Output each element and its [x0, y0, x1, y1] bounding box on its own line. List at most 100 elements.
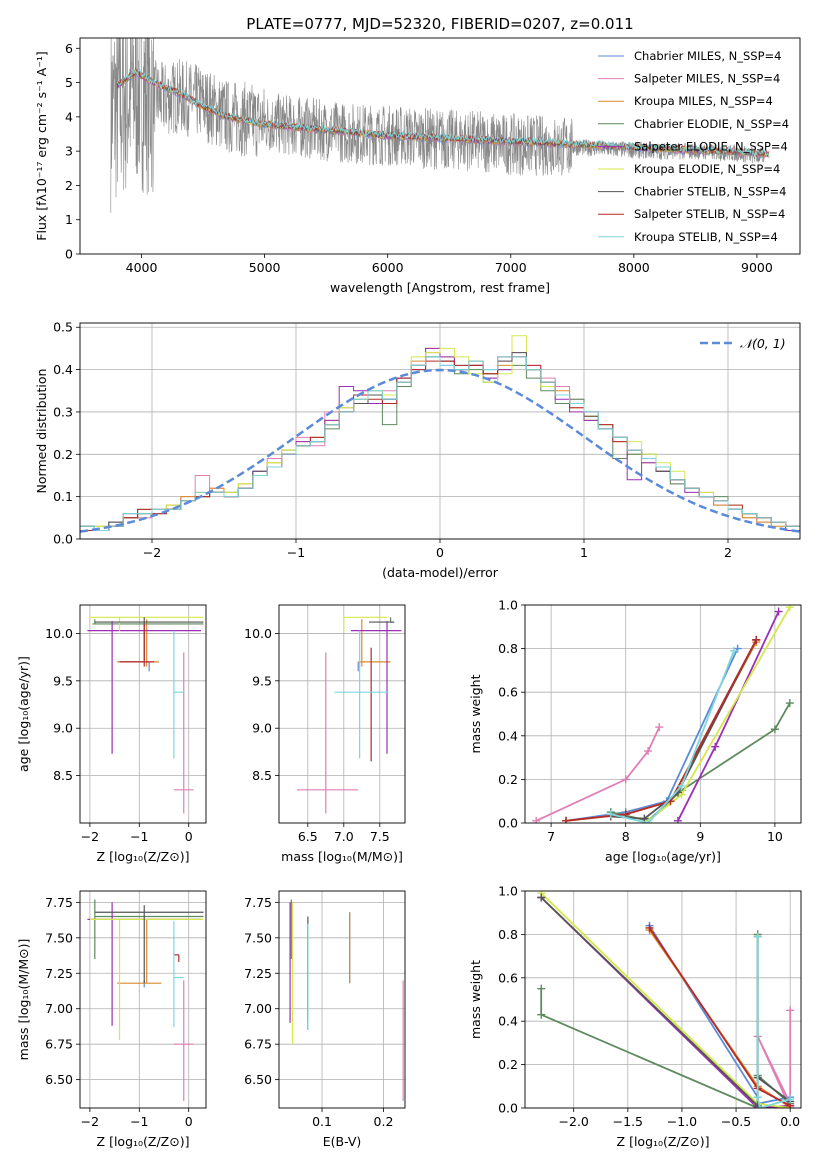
y-tick-label: 8.5 [252, 768, 272, 783]
mass-weight-line [565, 648, 739, 822]
data-point-marker [770, 725, 779, 734]
x-tick-label: 0.1 [312, 1114, 332, 1129]
data-point-marker [753, 932, 762, 941]
y-tick-label: 6.75 [45, 1037, 73, 1052]
x-tick-label: −0.5 [721, 1114, 751, 1129]
x-tick-label: 0 [185, 829, 193, 844]
y-tick-label: 7.50 [244, 930, 272, 945]
model-fit-line [116, 68, 770, 157]
x-axis-label: E(B-V) [323, 1134, 362, 1149]
y-tick-label: 6.50 [45, 1072, 73, 1087]
x-tick-label: 9 [696, 829, 704, 844]
x-tick-label: 0.2 [374, 1114, 394, 1129]
panel-mass_weight_vs_metallicity: −2.0 −1.5 −1.0 −0.5 0.0 0.0 0.2 0.4 0.6 0.8 1.0 Z [… [468, 884, 802, 1149]
data-point-marker [786, 1006, 795, 1015]
y-tick-label: 7.75 [244, 895, 272, 910]
y-axis-label: Flux [fλ10⁻¹⁷ erg cm⁻² s⁻¹ A⁻¹] [34, 51, 49, 240]
plot-area [110, 38, 770, 213]
legend-label: Chabrier MILES, N_SSP=4 [634, 49, 781, 63]
data-point-marker [729, 646, 738, 655]
y-tick-label: 0.5 [53, 320, 73, 335]
data-point-marker [621, 775, 630, 784]
legend-label: 𝒩(0, 1) [740, 336, 786, 351]
x-tick-label: −2 [81, 829, 99, 844]
x-tick-label: 8 [622, 829, 630, 844]
y-tick-label: 7.25 [45, 966, 73, 981]
y-tick-label: 0.8 [498, 641, 518, 656]
y-tick-label: 3 [65, 144, 73, 159]
data-point-marker [562, 816, 571, 823]
data-point-marker [644, 747, 653, 756]
panel-mass_weight_vs_age: 7 8 9 10 0.0 0.2 0.4 0.6 0.8 1.0 age [log₁₀(age/yr… [468, 598, 802, 864]
x-axis-label: wavelength [Angstrom, rest frame] [330, 280, 550, 295]
data-point-marker [655, 723, 664, 732]
data-point-marker [785, 699, 794, 708]
axes-frame [524, 604, 802, 824]
data-point-marker [677, 781, 686, 790]
data-point-marker [537, 893, 546, 902]
plot-area [87, 616, 204, 814]
y-tick-label: 6.75 [244, 1037, 272, 1052]
x-axis-label: mass [log₁₀(M/M⊙)] [281, 849, 403, 864]
x-tick-label: −1.0 [667, 1114, 697, 1129]
y-tick-label: 7.50 [45, 930, 73, 945]
y-axis-label: mass weight [468, 674, 483, 753]
y-tick-label: 1 [65, 212, 73, 227]
panel-residuals: −2 −1 0 1 2 0.0 0.1 0.2 0.3 0.4 0.5 𝒩(0, 1) (data-mo… [34, 320, 801, 580]
data-point-marker [786, 1095, 795, 1104]
x-tick-label: −1 [130, 829, 148, 844]
x-axis-label: Z [log₁₀(Z/Z⊙)] [97, 849, 190, 864]
plot-area [532, 605, 794, 823]
plot-area [289, 899, 404, 1101]
panel-age_vs_mass: 6.5 7.0 7.5 8.5 9.0 9.5 10.0 mass [log₁₀(M/M⊙)] [244, 604, 406, 864]
plot-area [297, 616, 402, 814]
x-tick-label: 5000 [249, 260, 281, 275]
y-tick-label: 1.0 [498, 884, 518, 899]
y-tick-label: 9.0 [252, 721, 272, 736]
panel-age_vs_metallicity: −2 −1 0 8.5 9.0 9.5 10.0 Z [log₁₀(Z/Z⊙)] age [lo… [16, 604, 207, 864]
mass-weight-line [756, 1010, 792, 1108]
data-point-marker [785, 605, 794, 612]
axes-frame [79, 322, 801, 540]
model-fit-line [116, 71, 770, 158]
data-point-marker [752, 635, 761, 644]
normal-distribution-curve [80, 368, 800, 533]
y-axis-label: mass weight [468, 960, 483, 1039]
y-tick-label: 10.0 [45, 626, 73, 641]
data-point-marker [774, 607, 783, 616]
axes-frame [524, 890, 802, 1109]
y-tick-label: 0.0 [53, 532, 73, 547]
axes-frame [278, 890, 406, 1109]
y-tick-label: 9.0 [53, 721, 73, 736]
data-point-marker [537, 984, 546, 993]
axes-frame [278, 604, 406, 824]
y-tick-label: 4 [65, 109, 73, 124]
plot-area [80, 335, 800, 539]
plot-area [87, 899, 204, 1101]
y-tick-label: 6.50 [244, 1072, 272, 1087]
data-point-marker [755, 1104, 764, 1108]
y-tick-label: 0.8 [498, 927, 518, 942]
x-tick-label: −2.0 [559, 1114, 589, 1129]
x-tick-label: 7 [547, 829, 555, 844]
x-tick-label: 10 [767, 829, 783, 844]
panel-mass_vs_ebv: 0.1 0.2 6.50 6.75 7.00 7.25 7.50 7.75 E(B-V) [244, 890, 406, 1149]
observed-spectrum-line [110, 38, 765, 213]
axes-frame [79, 604, 207, 824]
x-axis-label: Z [log₁₀(Z/Z⊙)] [617, 1134, 710, 1149]
x-tick-label: 6000 [372, 260, 404, 275]
x-tick-label: 4000 [126, 260, 158, 275]
y-tick-label: 0.2 [498, 1057, 518, 1072]
data-point-marker [645, 923, 654, 932]
legend-label: Kroupa MILES, N_SSP=4 [634, 94, 773, 108]
axes-frame [79, 890, 207, 1109]
legend-label: Chabrier STELIB, N_SSP=4 [634, 185, 786, 199]
x-tick-label: 7.0 [334, 829, 354, 844]
y-tick-label: 2 [65, 178, 73, 193]
y-tick-label: 0.1 [53, 489, 73, 504]
y-axis-label: age [log₁₀(age/yr)] [16, 656, 31, 772]
data-point-marker [711, 742, 720, 751]
y-tick-label: 0.0 [498, 1101, 518, 1116]
legend-label: Kroupa ELODIE, N_SSP=4 [634, 162, 780, 176]
